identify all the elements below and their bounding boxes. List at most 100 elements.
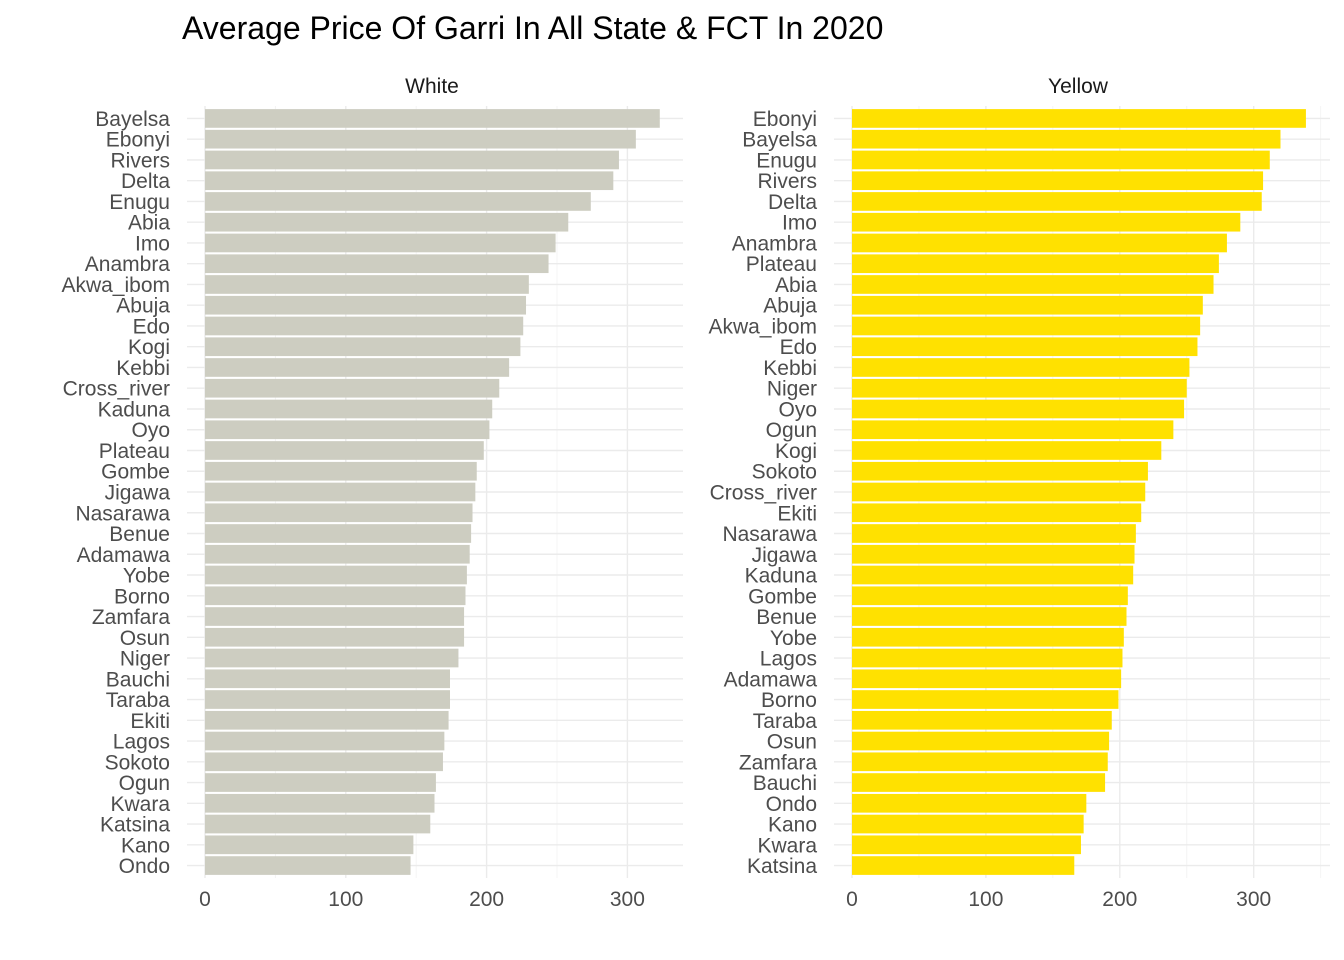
x-tick-label: 200 xyxy=(1102,888,1137,911)
bar-oyo xyxy=(205,420,490,440)
y-tick-label: Ebonyi xyxy=(753,108,817,131)
y-tick-label: Kebbi xyxy=(116,357,170,380)
y-tick-label: Cross_river xyxy=(710,482,817,505)
bar-anambra xyxy=(852,233,1227,253)
y-tick-label: Akwa_ibom xyxy=(708,315,817,338)
bar-rivers xyxy=(205,150,619,170)
bar-nasarawa xyxy=(852,524,1136,543)
panel-strip-label: Yellow xyxy=(1048,75,1109,98)
bar-ekiti xyxy=(205,710,449,730)
bar-gombe xyxy=(852,586,1128,606)
bar-niger xyxy=(205,648,459,668)
bar-ebonyi xyxy=(852,109,1306,128)
bar-ondo xyxy=(852,793,1087,813)
bar-cross_river xyxy=(852,482,1146,502)
bar-lagos xyxy=(852,648,1123,668)
bar-ondo xyxy=(205,856,411,875)
y-tick-label: Kogi xyxy=(775,440,817,463)
y-tick-label: Kano xyxy=(768,814,817,837)
x-tick-label: 300 xyxy=(1236,888,1271,911)
bar-sokoto xyxy=(205,752,443,772)
bar-jigawa xyxy=(205,482,476,502)
y-tick-label: Abia xyxy=(128,212,170,235)
bar-borno xyxy=(205,586,466,606)
y-tick-label: Nasarawa xyxy=(75,502,170,525)
y-tick-label: Ogun xyxy=(119,772,170,795)
bar-osun xyxy=(852,731,1110,751)
y-tick-label: Kebbi xyxy=(763,357,817,380)
y-tick-label: Rivers xyxy=(757,170,817,193)
bar-taraba xyxy=(205,690,450,709)
x-tick-label: 100 xyxy=(968,888,1003,911)
y-tick-label: Benue xyxy=(109,523,170,546)
bar-enugu xyxy=(205,192,591,211)
bar-abia xyxy=(205,212,569,232)
y-tick-label: Adamawa xyxy=(724,668,818,691)
bar-edo xyxy=(852,337,1198,357)
x-tick-label: 300 xyxy=(610,888,645,911)
bar-kwara xyxy=(852,835,1081,855)
y-tick-label: Kogi xyxy=(128,336,170,359)
bar-sokoto xyxy=(852,461,1148,481)
y-tick-label: Kwara xyxy=(757,834,817,857)
y-tick-label: Katsina xyxy=(747,855,817,878)
bar-adamawa xyxy=(852,669,1122,689)
y-tick-label: Ekiti xyxy=(777,502,817,525)
y-tick-label: Ondo xyxy=(766,793,817,816)
bar-ogun xyxy=(852,420,1174,440)
bar-zamfara xyxy=(205,607,465,626)
bar-kano xyxy=(852,814,1084,834)
y-tick-label: Niger xyxy=(767,378,817,401)
bar-benue xyxy=(852,607,1127,626)
y-tick-label: Delta xyxy=(121,170,170,193)
x-tick-label: 0 xyxy=(199,888,211,911)
bar-rivers xyxy=(852,171,1264,191)
y-tick-label: Imo xyxy=(135,232,170,255)
y-tick-label: Osun xyxy=(120,627,170,650)
bar-nasarawa xyxy=(205,503,473,523)
bar-plateau xyxy=(205,441,484,460)
y-tick-label: Jigawa xyxy=(105,482,171,505)
bar-borno xyxy=(852,690,1119,709)
y-tick-label: Jigawa xyxy=(752,544,818,567)
y-tick-label: Nasarawa xyxy=(722,523,817,546)
y-tick-label: Plateau xyxy=(99,440,170,463)
bar-kano xyxy=(205,835,414,855)
y-tick-label: Bayelsa xyxy=(95,108,170,131)
bar-abuja xyxy=(205,295,527,315)
y-tick-label: Cross_river xyxy=(63,378,170,401)
y-tick-label: Abuja xyxy=(116,295,170,318)
bar-akwa_ibom xyxy=(852,316,1201,336)
panel-white: BayelsaEbonyiRiversDeltaEnuguAbiaImoAnam… xyxy=(61,75,683,911)
bar-imo xyxy=(205,233,556,253)
y-tick-label: Taraba xyxy=(753,710,818,733)
bar-imo xyxy=(852,212,1241,232)
bar-kogi xyxy=(205,337,521,357)
bar-abia xyxy=(852,275,1214,294)
y-tick-label: Bauchi xyxy=(753,772,817,795)
y-tick-label: Kaduna xyxy=(745,565,818,588)
y-tick-label: Zamfara xyxy=(739,751,818,774)
bar-kogi xyxy=(852,441,1162,460)
bar-plateau xyxy=(852,254,1219,274)
y-tick-label: Akwa_ibom xyxy=(61,274,170,297)
y-tick-label: Borno xyxy=(114,585,170,608)
bar-delta xyxy=(205,171,614,191)
bar-ekiti xyxy=(852,503,1142,523)
y-tick-label: Oyo xyxy=(778,398,817,421)
bar-bayelsa xyxy=(205,109,660,128)
y-tick-label: Gombe xyxy=(101,461,170,484)
y-tick-label: Yobe xyxy=(123,565,170,588)
y-tick-label: Abia xyxy=(775,274,817,297)
y-tick-label: Borno xyxy=(761,689,817,712)
chart-title: Average Price Of Garri In All State & FC… xyxy=(182,10,884,46)
bar-osun xyxy=(205,627,465,647)
y-tick-label: Niger xyxy=(120,648,170,671)
bar-enugu xyxy=(852,150,1270,170)
y-tick-label: Yobe xyxy=(770,627,817,650)
y-tick-label: Bauchi xyxy=(106,668,170,691)
bar-bayelsa xyxy=(852,129,1281,149)
y-tick-label: Lagos xyxy=(113,731,170,754)
y-tick-label: Lagos xyxy=(760,648,817,671)
bar-oyo xyxy=(852,399,1185,419)
